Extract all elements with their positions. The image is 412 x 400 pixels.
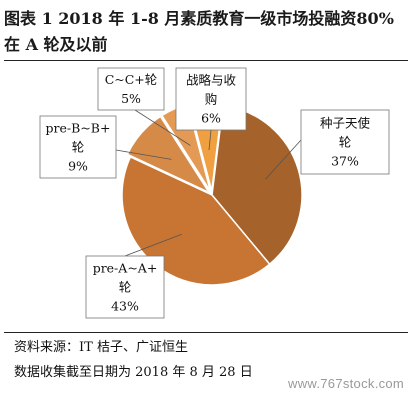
- slice-label-text: 43%: [111, 299, 139, 314]
- label-leader-line: [115, 149, 172, 160]
- slice-label-text: 种子天使: [320, 116, 371, 131]
- slice-label-box: [97, 67, 165, 111]
- label-leader-line: [208, 129, 212, 151]
- slice-label-text: 5%: [121, 91, 141, 106]
- slice-label-text: 轮: [339, 135, 352, 150]
- slice-label-box: [85, 255, 165, 319]
- chart-title: 图表 1 2018 年 1-8 月素质教育一级市场投融资80%在 A 轮及以前: [4, 9, 394, 54]
- slice-label-box: [300, 109, 390, 175]
- slice-label-text: 9%: [68, 159, 88, 174]
- slice-label-box: [175, 67, 247, 131]
- slice-label-text: pre-A~A+: [93, 261, 158, 276]
- slice-label-text: 轮: [119, 280, 132, 295]
- pie-slice: [126, 115, 212, 195]
- slice-label-text: 战略与收: [186, 73, 237, 88]
- date-note: 数据收集截至日期为 2018 年 8 月 28 日: [14, 365, 253, 380]
- source-note: 资料来源：IT 桔子、广证恒生: [14, 340, 188, 355]
- slice-label-text: C~C+轮: [105, 72, 158, 87]
- slice-label-text: pre-B~B+: [46, 121, 111, 136]
- slice-label-text: 轮: [72, 140, 85, 155]
- watermark: www.767stock.com: [288, 376, 405, 391]
- label-leader-line: [124, 233, 182, 257]
- label-leader-line: [265, 139, 302, 180]
- slice-label-text: 37%: [331, 154, 359, 169]
- label-leader-line: [134, 109, 191, 146]
- slice-label-box: [39, 115, 117, 179]
- pie-slice: [211, 104, 303, 266]
- slice-label-text: 6%: [201, 111, 221, 126]
- footer-divider: [4, 332, 408, 333]
- slice-label-text: 购: [205, 92, 218, 107]
- title-divider: [4, 60, 408, 61]
